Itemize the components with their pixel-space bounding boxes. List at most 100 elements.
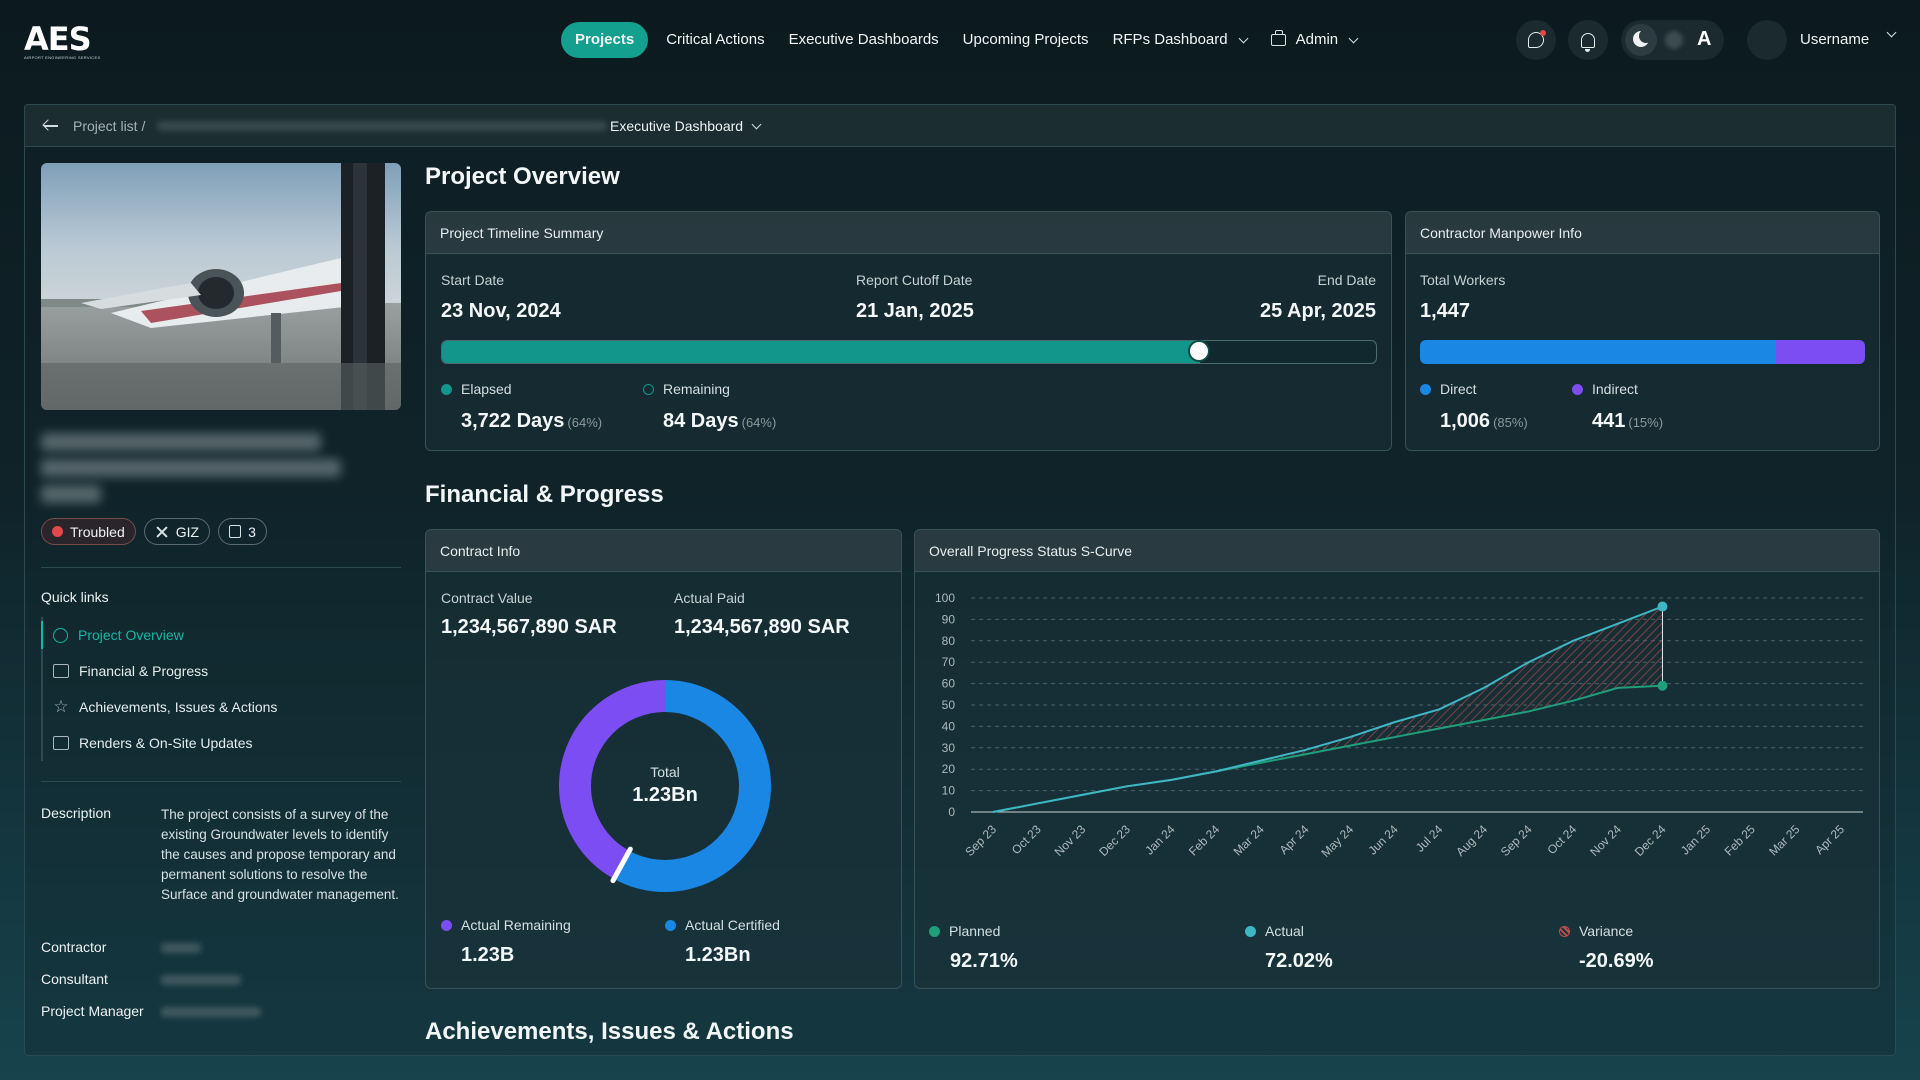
quick-link-project-overview[interactable]: Project Overview [41, 617, 401, 653]
legend-actual: Actual [1245, 923, 1304, 939]
timeline-progress-bar[interactable] [441, 340, 1377, 364]
money-icon [53, 664, 69, 678]
contract-value-label: Contract Value [441, 590, 533, 606]
x-tick-label: Apr 25 [1812, 822, 1847, 857]
legend-actual-remaining: Actual Remaining [441, 917, 571, 933]
nav-critical-actions[interactable]: Critical Actions [666, 31, 765, 48]
status-badge[interactable]: Troubled [41, 518, 136, 545]
actual-certified-value: 1.23Bn [685, 944, 751, 966]
y-tick-label: 80 [942, 634, 956, 648]
quick-links-title: Quick links [41, 589, 109, 605]
x-tick-label: Nov 23 [1052, 822, 1089, 859]
divider [41, 781, 401, 782]
breadcrumb-project-name-redacted[interactable] [157, 121, 607, 131]
project-title-redacted [41, 459, 341, 477]
x-tick-label: Jan 24 [1142, 822, 1178, 858]
project-manager-value-redacted [161, 1007, 261, 1017]
planned-dot-icon [929, 925, 940, 937]
bell-icon [1581, 32, 1595, 52]
legend-planned: Planned [929, 923, 1000, 939]
donut-remaining-slice[interactable] [559, 680, 771, 892]
aes-logo[interactable]: AES AIRPORT ENGINEERING SERVICES [24, 20, 101, 60]
breadcrumb: Project list / Executive Dashboard [25, 105, 1895, 147]
certified-dot-icon [665, 919, 676, 931]
legend-indirect: Indirect [1572, 381, 1638, 397]
chat-button[interactable] [1516, 20, 1556, 60]
y-tick-label: 40 [942, 719, 956, 733]
x-tick-label: Mar 24 [1231, 822, 1268, 859]
nav-rfps-dashboard[interactable]: RFPs Dashboard [1101, 22, 1259, 58]
x-tick-label: Sep 24 [1498, 822, 1535, 859]
project-title-redacted [41, 485, 101, 503]
remaining-dot-icon [643, 383, 654, 395]
x-tick-label: Aug 24 [1453, 822, 1490, 859]
back-arrow-icon[interactable] [43, 119, 59, 133]
contrast-icon[interactable] [1665, 31, 1683, 49]
nav-admin[interactable]: Admin [1259, 22, 1370, 58]
theme-toggle[interactable]: A [1621, 20, 1724, 60]
scurve-card: Overall Progress Status S-Curve 0 10 20 30 4… [914, 529, 1880, 989]
legend-actual-certified: Actual Certified [665, 917, 780, 933]
end-date-label: End Date [1317, 272, 1376, 288]
project-image [41, 163, 401, 410]
manpower-card-title: Contractor Manpower Info [1406, 212, 1879, 254]
variance-hatch-icon [1559, 925, 1570, 937]
x-tick-label: Oct 23 [1009, 822, 1044, 857]
image-icon [53, 736, 69, 750]
divider [41, 567, 401, 568]
quick-link-renders[interactable]: Renders & On-Site Updates [43, 725, 401, 761]
moon-icon[interactable] [1625, 24, 1657, 56]
x-tick-label: Nov 24 [1587, 822, 1624, 859]
nav-projects[interactable]: Projects [561, 22, 649, 58]
y-tick-label: 70 [942, 655, 956, 669]
tools-icon [155, 525, 169, 539]
contract-value: 1,234,567,890 SAR [441, 616, 617, 638]
direct-workers: 1,006 (85%) [1440, 410, 1528, 432]
breadcrumb-view-select[interactable]: Executive Dashboard [610, 118, 762, 134]
variance-value: -20.69% [1579, 950, 1654, 972]
variance-area [993, 606, 1663, 812]
notifications-button[interactable] [1568, 20, 1608, 60]
start-date: 23 Nov, 2024 [441, 300, 561, 322]
remaining-days: 84 Days (64%) [663, 410, 777, 432]
document-icon [229, 525, 242, 538]
giz-badge[interactable]: GIZ [143, 518, 211, 545]
quick-link-achievements[interactable]: ☆ Achievements, Issues & Actions [53, 697, 278, 716]
section-achievements: Achievements, Issues & Actions [425, 1018, 794, 1045]
direct-dot-icon [1420, 383, 1431, 395]
quick-link-financial-progress[interactable]: Financial & Progress [43, 653, 401, 689]
breadcrumb-project-list[interactable]: Project list / [73, 118, 146, 134]
project-manager-label: Project Manager [41, 1003, 144, 1019]
main-nav: Projects Critical Actions Executive Dash… [561, 22, 1369, 58]
chevron-down-icon[interactable] [1886, 27, 1897, 38]
elapsed-days: 3,722 Days (64%) [461, 410, 603, 432]
x-tick-label: May 24 [1318, 822, 1356, 860]
avatar[interactable] [1747, 20, 1787, 60]
remaining-dot-icon [441, 919, 452, 931]
description-text: The project consists of a survey of the … [161, 807, 399, 902]
timeline-cutoff-handle[interactable] [1188, 340, 1211, 362]
x-tick-label: Apr 24 [1277, 822, 1312, 857]
x-tick-label: Feb 25 [1722, 822, 1759, 859]
font-icon[interactable]: A [1697, 28, 1712, 50]
nav-executive-dashboards[interactable]: Executive Dashboards [788, 31, 939, 48]
y-tick-label: 30 [942, 741, 956, 755]
donut-total-value: 1.23Bn [632, 784, 698, 806]
manpower-indirect-segment [1776, 340, 1865, 364]
y-tick-label: 50 [942, 698, 956, 712]
documents-badge[interactable]: 3 [218, 518, 267, 545]
x-tick-label: Oct 24 [1544, 822, 1579, 857]
top-navigation: AES AIRPORT ENGINEERING SERVICES Project… [0, 0, 1920, 80]
consultant-value-redacted [161, 975, 241, 985]
chat-icon [1528, 30, 1546, 48]
cutoff-date-label: Report Cutoff Date [856, 272, 973, 288]
username[interactable]: Username [1800, 31, 1870, 48]
actual-dot-icon [1245, 925, 1256, 937]
actual-paid: 1,234,567,890 SAR [674, 616, 850, 638]
planned-value: 92.71% [950, 950, 1018, 972]
chevron-down-icon [1238, 33, 1249, 43]
x-tick-label: Jul 24 [1413, 822, 1446, 855]
section-financial-progress: Financial & Progress [425, 481, 664, 508]
y-tick-label: 60 [942, 677, 956, 691]
nav-upcoming-projects[interactable]: Upcoming Projects [962, 31, 1089, 48]
